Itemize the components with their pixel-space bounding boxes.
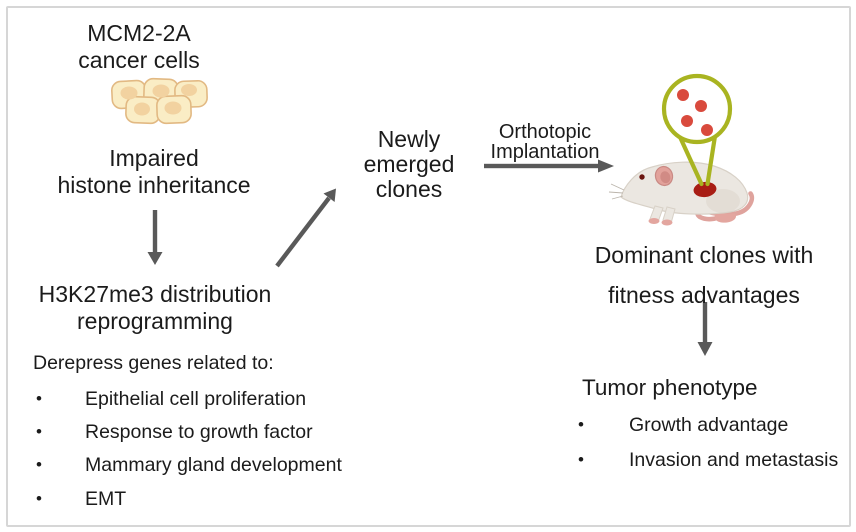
bullet-icon: • [578,415,584,434]
derepress-item-1: • Epithelial cell proliferation [36,388,306,411]
h3k27me3-label: H3K27me3 distribution reprogramming [15,281,295,335]
h3k27-line1: H3K27me3 distribution [38,281,272,307]
cancer-cells-icon [111,77,208,125]
newly-line3: clones [375,176,443,202]
bullet-icon: • [36,422,42,441]
dominant-line1: Dominant clones with [594,242,814,268]
derepress-item-text: Response to growth factor [85,421,313,443]
newly-line1: Newly [377,126,441,152]
newly-emerged-label: Newly emerged clones [329,127,489,202]
impaired-line2: histone inheritance [57,172,251,198]
mouse-whiskers [608,183,625,200]
orthotopic-implantation-label: Orthotopic Implantation [465,122,625,162]
clone-dots [677,89,713,136]
mouse-haunch [706,189,740,213]
dominant-clones-label: Dominant clones with fitness advantages [574,235,834,315]
bullet-icon: • [578,450,584,469]
derepress-item-text: EMT [85,488,127,510]
mouse-front-foot [648,218,660,224]
tumor-item-2: • Invasion and metastasis [578,449,838,472]
bullet-icon: • [36,489,42,508]
derepress-item-text: Mammary gland development [85,454,342,476]
mouse-icon [608,161,755,226]
derepress-heading: Derepress genes related to: [33,352,274,374]
mouse-eye [639,174,645,180]
impaired-line1: Impaired [109,145,199,171]
tumor-spot [693,181,717,198]
mcm2-line1: MCM2-2A [87,20,191,46]
tumor-item-1: • Growth advantage [578,414,788,437]
arrow-diagonal-icon [275,188,336,268]
h3k27-line2: reprogramming [77,308,233,334]
bullet-icon: • [36,455,42,474]
orthotopic-line2: Implantation [490,141,600,163]
derepress-item-4: • EMT [36,488,126,511]
arrow-right-icon [484,159,614,173]
tumor-item-text: Growth advantage [629,414,789,436]
derepress-item-text: Epithelial cell proliferation [85,388,307,410]
mouse-hind-foot [714,213,737,223]
mcm2-line2: cancer cells [78,47,200,73]
mcm2-cells-label: MCM2-2A cancer cells [29,20,249,74]
derepress-item-2: • Response to growth factor [36,421,313,444]
derepress-item-3: • Mammary gland development [36,454,342,477]
tumor-phenotype-heading: Tumor phenotype [582,375,758,400]
orthotopic-line1: Orthotopic [498,121,592,143]
arrow-down-right-icon [697,302,713,356]
impaired-histone-label: Impaired histone inheritance [34,145,274,199]
arrow-down-left-icon [147,210,163,265]
dominant-line2: fitness advantages [608,282,800,308]
bullet-icon: • [36,389,42,408]
clone-magnifier-icon [661,73,733,187]
newly-line2: emerged [363,151,455,177]
tumor-item-text: Invasion and metastasis [629,449,839,471]
